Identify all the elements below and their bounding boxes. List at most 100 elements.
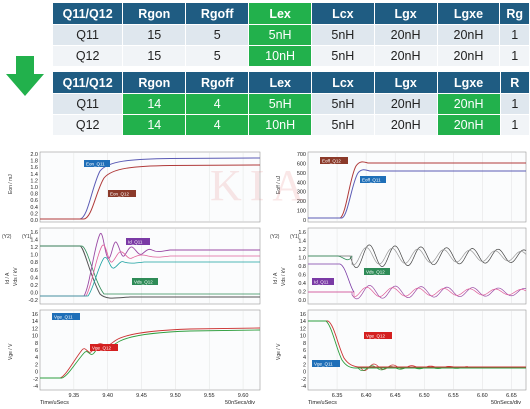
eon-q12-trace xyxy=(40,164,261,220)
trace-tag xyxy=(108,190,136,197)
header-cell: Rgoff xyxy=(185,71,250,94)
y-tick-label: 0.4 xyxy=(30,205,38,211)
y-tick-label: 2.0 xyxy=(30,152,38,158)
x-tick-label: 6.45 xyxy=(390,393,401,399)
y-tick-label: 0.0 xyxy=(298,298,306,304)
table-cell: 10nH xyxy=(248,114,313,136)
table-cell: Q11 xyxy=(51,93,124,115)
x-tick-label: 6.35 xyxy=(332,393,343,399)
y-axis-label: Vge / V xyxy=(276,343,282,360)
header-cell: Lgx xyxy=(373,2,438,25)
y-tick-label: 500 xyxy=(297,171,306,177)
x-tick-label: 6.40 xyxy=(361,393,372,399)
parameter-table-after: Q11/Q12 Rgon Rgoff Lex Lcx Lgx Lgxe R Q1… xyxy=(51,71,530,136)
table-cell: 15 xyxy=(122,24,187,46)
y-tick-label: 1.0 xyxy=(30,253,38,259)
y-tick-label: 2 xyxy=(35,362,38,368)
y-tick-label: 8 xyxy=(303,341,306,347)
header-cell: Lgxe xyxy=(436,2,501,25)
trace-tag xyxy=(320,157,348,164)
table-cell: 20nH xyxy=(373,93,438,115)
y-tick-label: 0.8 xyxy=(30,260,38,266)
vge-q12-ring xyxy=(359,363,469,371)
y-tick-label: 0.6 xyxy=(30,268,38,274)
y-tick-label: 100 xyxy=(297,209,306,215)
y-tick-label: 10 xyxy=(300,334,306,340)
trace-tag xyxy=(312,360,340,367)
vds-q11-trace xyxy=(40,245,260,299)
y-axis-label: Vds / kV xyxy=(281,267,287,286)
y-tick-label: 1.2 xyxy=(30,245,38,251)
table-cell: 5nH xyxy=(248,93,313,115)
y-tick-label: 1.4 xyxy=(30,238,38,244)
vge-q11-trace xyxy=(308,320,526,369)
y-axis-label: Vds / kV xyxy=(13,267,19,286)
y-tick-label: 1.8 xyxy=(30,159,38,165)
table-cell: 1 xyxy=(499,114,530,136)
header-cell: Rgon xyxy=(122,71,187,94)
trace-tag-label: Vds_Q12 xyxy=(366,270,385,275)
trace-tag xyxy=(364,268,390,275)
id-q12-ring xyxy=(308,286,527,298)
vge-q12-trace xyxy=(40,327,261,379)
table-cell: 5nH xyxy=(311,93,375,115)
trace-tag-label: Vge_Q12 xyxy=(92,346,112,351)
y-tick-label: 1.4 xyxy=(298,239,306,245)
vge-subplot xyxy=(39,309,261,391)
trace-tag xyxy=(132,278,158,285)
id-fall-trace xyxy=(308,263,355,293)
y-tick-label: 1.6 xyxy=(30,165,38,171)
y2-label: (Y2) xyxy=(270,234,280,240)
y-tick-label: -2 xyxy=(33,377,38,383)
y-tick-label: -0.2 xyxy=(29,298,38,304)
x-axis-label: Time/uSecs xyxy=(308,400,337,406)
y-tick-label: 1.6 xyxy=(298,230,306,236)
y-tick-label: 300 xyxy=(297,190,306,196)
header-cell: R xyxy=(499,71,530,94)
down-arrow-icon xyxy=(6,56,44,96)
table-cell: 5nH xyxy=(311,114,375,136)
table-cell: 1 xyxy=(499,93,530,115)
id-q11-trace xyxy=(40,233,260,297)
table-row: Q11 14 4 5nH 5nH 20nH 20nH 1 xyxy=(51,93,530,115)
table-header-row: Q11/Q12 Rgon Rgoff Lex Lcx Lgx Lgxe Rg xyxy=(51,2,530,25)
table-cell: 20nH xyxy=(436,24,501,46)
y1-label: (Y1) xyxy=(290,234,300,240)
y-tick-label: 0 xyxy=(303,370,306,376)
id-q12-trace xyxy=(40,244,260,297)
table-cell: 5nH xyxy=(311,24,375,46)
trace-tag-label: Vge_Q11 xyxy=(314,362,333,367)
id-q11-trace-alt xyxy=(40,256,260,297)
y-tick-label: 14 xyxy=(32,319,38,325)
y-tick-label: -4 xyxy=(33,384,38,390)
y-tick-label: 0 xyxy=(303,218,306,224)
header-cell: Lex xyxy=(248,2,313,25)
trace-tag-label: Eon_Q11 xyxy=(86,162,105,167)
y-tick-label: 0.2 xyxy=(30,211,38,217)
y1-label: (Y1) xyxy=(22,234,32,240)
eon-subplot xyxy=(39,151,261,223)
table-cell: 5nH xyxy=(248,24,313,46)
y-tick-label: 0.0 xyxy=(30,290,38,296)
y-tick-label: 1.0 xyxy=(30,185,38,191)
header-cell: Lex xyxy=(248,71,313,94)
y-tick-label: 0.8 xyxy=(298,264,306,270)
eoff-q11-trace xyxy=(308,169,526,219)
y-tick-label: 0.4 xyxy=(30,275,38,281)
y-tick-label: 0.2 xyxy=(30,283,38,289)
table-cell: 5 xyxy=(185,24,250,46)
vds-q11-ring xyxy=(308,244,527,269)
table-row: Q11 15 5 5nH 5nH 20nH 20nH 1 xyxy=(51,24,530,46)
x-tick-label: 9.55 xyxy=(204,393,215,399)
table-cell: 20nH xyxy=(373,45,438,67)
eon-q11-trace xyxy=(40,157,261,220)
y-tick-label: 0.6 xyxy=(298,273,306,279)
vds-q12-ring xyxy=(308,247,527,266)
y-tick-label: 4 xyxy=(35,355,38,361)
header-cell: Lgxe xyxy=(436,71,501,94)
y-tick-label: 1.6 xyxy=(30,230,38,236)
y-tick-label: -2 xyxy=(301,377,306,383)
y-tick-label: 1.2 xyxy=(298,247,306,253)
x-tick-label: 9.45 xyxy=(136,393,147,399)
table-cell: 20nH xyxy=(373,24,438,46)
